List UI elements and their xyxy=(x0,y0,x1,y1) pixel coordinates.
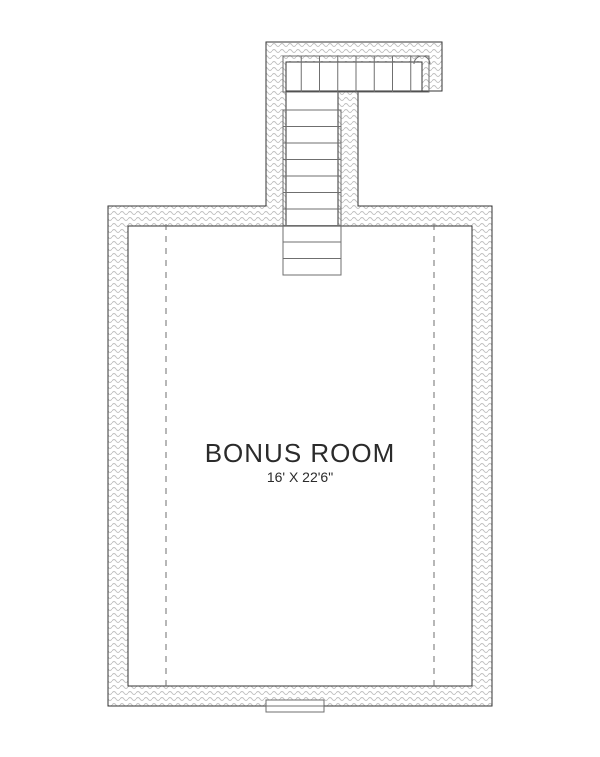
door-opening xyxy=(266,700,324,712)
room-title: BONUS ROOM xyxy=(205,438,396,468)
floor-plan: BONUS ROOM 16' X 22'6" xyxy=(0,0,600,757)
room-dimensions: 16' X 22'6" xyxy=(267,469,333,485)
